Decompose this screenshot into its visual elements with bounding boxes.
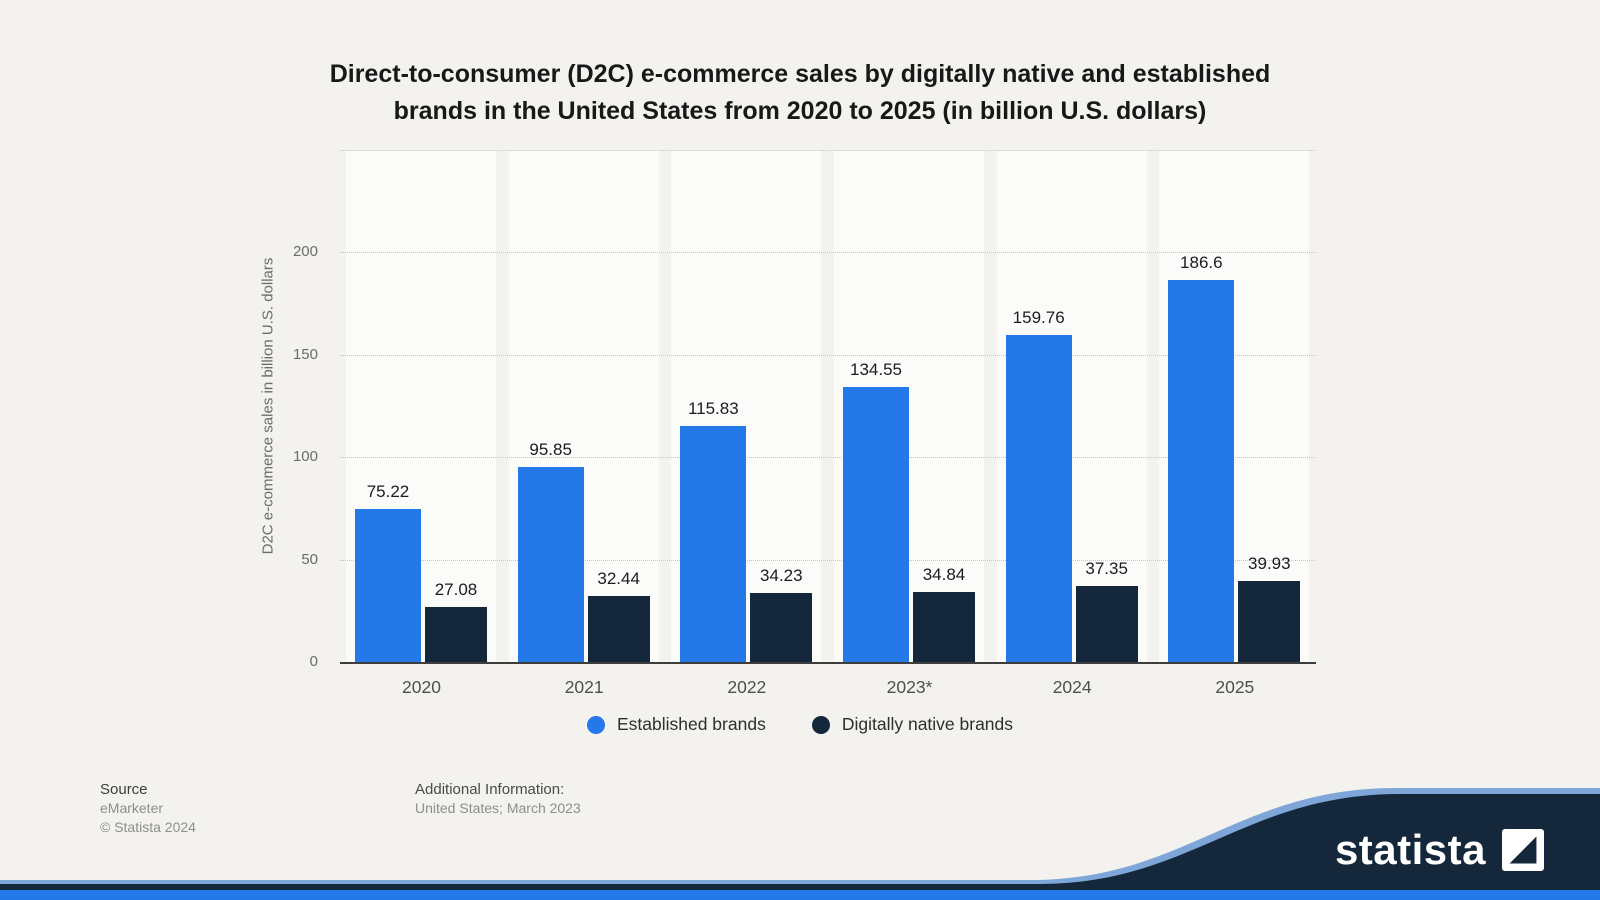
bar-digitally-native-2021 [587, 596, 650, 663]
y-axis-label: D2C e-commerce sales in billion U.S. dol… [259, 257, 277, 555]
y-tick-0: 0 [309, 653, 318, 670]
chart-title: Direct-to-consumer (D2C) e-commerce sale… [0, 56, 1600, 130]
plot-area: 75.22 27.08 95.85 32.44 115.83 34.23 134.55 34.… [340, 150, 1316, 664]
swoosh-navy-band [0, 794, 1600, 900]
bar-digitally-native-2023* [913, 592, 975, 663]
bottom-accent-strip [0, 890, 1600, 900]
statista-logo-icon [1502, 829, 1544, 871]
bar-value-digitally-native-2025: 39.93 [1248, 554, 1291, 573]
bar-established-2023* [843, 387, 909, 663]
bar-established-2022 [680, 426, 747, 663]
bar-value-established-2020: 75.22 [366, 482, 410, 501]
legend-item-established: Established brands [586, 714, 766, 735]
copyright: © Statista 2024 [100, 819, 196, 835]
additional-info-label: Additional Information: [415, 781, 565, 798]
bar-value-established-2025: 186.6 [1180, 253, 1223, 272]
source-block: Source eMarketer © Statista 2024 [100, 780, 196, 837]
chart-title-line1: Direct-to-consumer (D2C) e-commerce sale… [329, 60, 1271, 88]
x-axis-baseline [340, 662, 1316, 664]
bar-established-2020 [355, 509, 421, 663]
statista-logo-icon-shape [1509, 836, 1537, 864]
bar-value-digitally-native-2023*: 34.84 [922, 565, 966, 584]
bar-established-2024 [1005, 335, 1072, 663]
bar-value-digitally-native-2022: 34.23 [760, 566, 803, 585]
bar-digitally-native-2022 [750, 593, 813, 663]
bar-value-digitally-native-2021: 32.44 [597, 569, 640, 588]
x-label-2024: 2024 [1052, 677, 1092, 697]
chart-title-line2: brands in the United States from 2020 to… [393, 97, 1207, 125]
legend-dot-established [586, 715, 605, 734]
x-label-2025: 2025 [1215, 677, 1255, 697]
y-tick-50: 50 [301, 550, 318, 568]
additional-info-block: Additional Information: United States; M… [415, 780, 581, 818]
bar-value-established-2022: 115.83 [687, 399, 739, 418]
gridline-50 [340, 559, 1316, 561]
source-label: Source [100, 781, 148, 798]
bar-value-established-2024: 159.76 [1012, 308, 1065, 327]
y-tick-100: 100 [292, 448, 318, 465]
bar-value-digitally-native-2020: 27.08 [434, 580, 478, 599]
gridline-200 [340, 252, 1316, 253]
bar-established-2025 [1168, 280, 1235, 663]
legend-label-established: Established brands [616, 714, 766, 734]
bar-established-2021 [517, 467, 584, 663]
x-label-2020: 2020 [402, 677, 441, 697]
gridline-150 [340, 354, 1316, 356]
legend-item-digitally-native: Digitally native brands [811, 714, 1014, 735]
bar-digitally-native-2025 [1238, 581, 1301, 663]
y-tick-200: 200 [292, 243, 318, 260]
gridline-100 [340, 457, 1316, 458]
bar-value-established-2023*: 134.55 [850, 360, 902, 379]
x-label-2023*: 2023* [886, 677, 933, 697]
footer-swoosh-graphic [0, 788, 1600, 900]
x-label-2022: 2022 [727, 677, 767, 697]
y-tick-150: 150 [292, 345, 318, 363]
legend-dot-digitally-native [811, 715, 830, 734]
statista-wordmark: statista [1334, 826, 1486, 873]
bar-value-established-2021: 95.85 [529, 440, 572, 459]
additional-info-value: United States; March 2023 [415, 800, 581, 816]
bar-digitally-native-2024 [1075, 586, 1138, 663]
x-label-2021: 2021 [564, 677, 604, 697]
legend-label-digitally-native: Digitally native brands [841, 714, 1014, 734]
source-name: eMarketer [100, 800, 164, 816]
legend: Established brands Digitally native bran… [0, 714, 1600, 735]
statista-branding: statista [1335, 826, 1544, 874]
bar-value-digitally-native-2024: 37.35 [1085, 559, 1128, 578]
bar-digitally-native-2020 [425, 607, 487, 663]
